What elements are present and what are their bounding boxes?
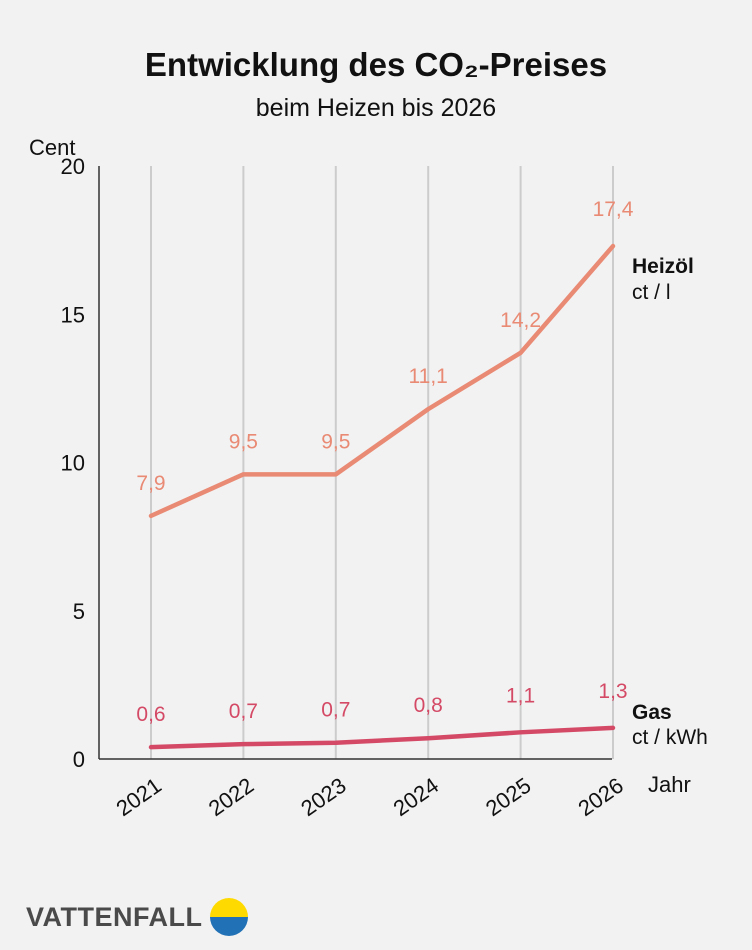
y-tick-label: 20 — [61, 154, 85, 179]
x-axis-label: Jahr — [648, 772, 691, 797]
x-tick-label: 2026 — [573, 773, 627, 822]
data-label-heizoel: 7,9 — [136, 472, 165, 495]
data-label-heizoel: 9,5 — [321, 430, 350, 453]
data-label-heizoel: 11,1 — [409, 365, 448, 388]
x-tick-label: 2022 — [204, 773, 258, 822]
y-tick-label: 5 — [73, 599, 85, 624]
line-chart: Entwicklung des CO₂-Preises beim Heizen … — [29, 46, 708, 822]
logo-circle-top — [210, 898, 249, 917]
series-unit-gas: ct / kWh — [632, 726, 708, 749]
data-label-heizoel: 17,4 — [593, 198, 634, 221]
data-label-heizoel: 14,2 — [500, 309, 541, 332]
data-label-gas: 0,8 — [414, 694, 443, 717]
data-label-gas: 0,6 — [136, 703, 165, 726]
y-tick-label: 15 — [61, 302, 85, 327]
grid-lines — [150, 166, 614, 759]
data-label-gas: 0,7 — [229, 700, 258, 723]
x-tick-label: 2021 — [111, 773, 165, 822]
series-name-gas: Gas — [632, 701, 672, 724]
legend-heizoel: Heizöl ct / l — [632, 255, 694, 304]
x-tick-label: 2025 — [481, 773, 535, 822]
data-label-gas: 1,3 — [598, 680, 627, 703]
vattenfall-logo: VATTENFALL — [26, 898, 249, 936]
chart-subtitle: beim Heizen bis 2026 — [256, 94, 496, 122]
chart-title: Entwicklung des CO₂-Preises — [145, 46, 607, 83]
series-lines — [148, 243, 616, 750]
data-label-heizoel: 9,5 — [229, 430, 258, 453]
series-unit-heizoel: ct / l — [632, 281, 671, 304]
logo-circle-icon — [210, 898, 249, 936]
axes — [98, 166, 612, 760]
x-tick-label: 2024 — [389, 773, 443, 822]
data-label-gas: 0,7 — [321, 699, 350, 722]
logo-text: VATTENFALL — [26, 901, 203, 932]
series-name-heizoel: Heizöl — [632, 255, 694, 278]
y-axis-label: Cent — [29, 135, 75, 160]
x-tick-labels: 2021 2022 2023 2024 2025 2026 — [111, 773, 627, 822]
y-tick-label: 0 — [73, 747, 85, 772]
x-tick-label: 2023 — [296, 773, 350, 822]
y-tick-label: 10 — [61, 451, 85, 476]
legend-gas: Gas ct / kWh — [632, 701, 708, 749]
logo-circle-bottom — [210, 917, 249, 936]
series-line-heizoel — [148, 243, 616, 519]
series-line-gas — [148, 725, 616, 750]
data-label-gas: 1,1 — [506, 684, 535, 707]
data-labels: 7,9 9,5 9,5 11,1 14,2 17,4 0,6 0,7 0,7 0,8 1,1 1,3 — [136, 198, 633, 726]
y-tick-labels: 0 5 10 15 20 — [61, 154, 85, 772]
